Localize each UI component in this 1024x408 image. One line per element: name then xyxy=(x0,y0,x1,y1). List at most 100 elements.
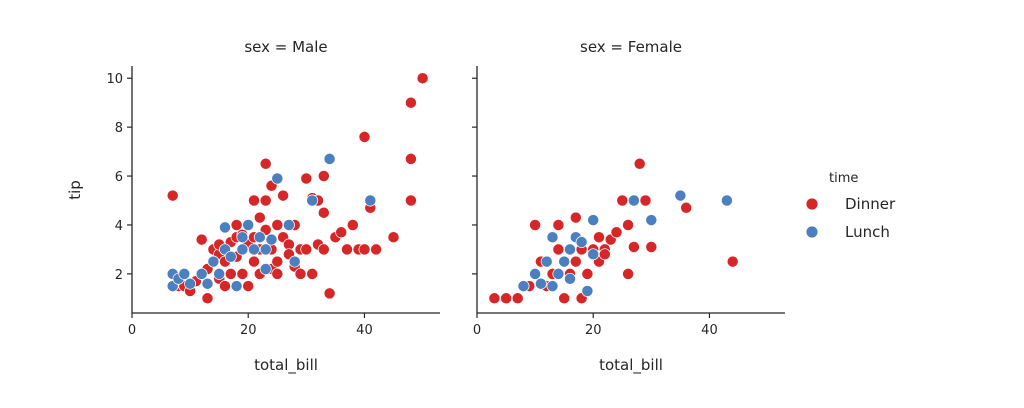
point-lunch xyxy=(259,263,272,275)
point-dinner xyxy=(370,243,383,256)
point-lunch xyxy=(587,214,600,227)
point-dinner xyxy=(416,72,429,85)
point-dinner xyxy=(219,280,231,293)
panel-title-male: sex = Male xyxy=(244,38,327,56)
x-tick-label: 0 xyxy=(473,323,481,338)
y-tick-label: 4 xyxy=(115,219,123,234)
point-lunch xyxy=(364,194,377,207)
points-female xyxy=(488,157,739,305)
legend: time Dinner Lunch xyxy=(805,171,896,241)
y-tick-label: 8 xyxy=(115,121,123,136)
point-dinner xyxy=(259,194,272,207)
point-lunch xyxy=(288,255,301,268)
x-tick-label: 0 xyxy=(128,323,136,338)
point-dinner xyxy=(404,194,417,207)
ylabel-tip: tip xyxy=(66,180,84,200)
point-lunch xyxy=(213,267,226,280)
point-lunch xyxy=(720,194,733,207)
point-dinner xyxy=(224,267,237,280)
point-dinner xyxy=(622,219,635,231)
point-lunch xyxy=(540,255,553,268)
point-dinner xyxy=(242,280,255,293)
ticks-male: 0 20 40 2 4 6 8 10 xyxy=(106,72,372,338)
point-lunch xyxy=(546,280,559,293)
point-dinner xyxy=(511,292,524,305)
point-dinner xyxy=(726,255,739,268)
point-lunch xyxy=(581,285,594,297)
point-lunch xyxy=(219,221,231,234)
point-dinner xyxy=(358,130,371,143)
point-dinner xyxy=(358,243,371,256)
point-lunch xyxy=(645,214,658,227)
point-dinner xyxy=(317,206,330,219)
point-lunch xyxy=(306,194,319,207)
legend-entry-lunch: Lunch xyxy=(805,223,890,241)
point-dinner xyxy=(500,292,513,305)
point-dinner xyxy=(404,96,417,109)
point-lunch xyxy=(236,231,249,244)
point-dinner xyxy=(300,243,313,256)
point-dinner xyxy=(195,233,208,246)
point-dinner xyxy=(166,189,179,202)
ticks-female: 0 20 40 xyxy=(472,77,718,338)
point-dinner xyxy=(346,219,359,231)
point-dinner xyxy=(593,231,605,244)
point-dinner xyxy=(306,267,319,280)
point-lunch xyxy=(236,243,249,256)
point-dinner xyxy=(622,267,635,280)
point-dinner xyxy=(639,194,652,207)
legend-title: time xyxy=(829,171,858,186)
point-dinner xyxy=(558,292,571,305)
legend-marker-dinner xyxy=(805,197,819,211)
point-lunch xyxy=(529,267,542,280)
point-lunch xyxy=(265,233,278,246)
point-dinner xyxy=(300,172,313,185)
points-male xyxy=(166,72,429,305)
x-tick-label: 40 xyxy=(356,323,373,338)
point-lunch xyxy=(259,243,272,256)
legend-entry-dinner: Dinner xyxy=(805,195,896,213)
point-lunch xyxy=(184,277,197,290)
point-dinner xyxy=(201,292,214,305)
point-lunch xyxy=(558,255,571,268)
point-dinner xyxy=(294,267,307,280)
xlabel-female: total_bill xyxy=(599,356,663,375)
point-lunch xyxy=(564,272,576,285)
point-lunch xyxy=(564,243,576,256)
point-lunch xyxy=(282,219,295,231)
y-tick-label: 10 xyxy=(106,72,123,87)
point-lunch xyxy=(224,250,237,263)
y-tick-label: 6 xyxy=(115,170,123,185)
point-dinner xyxy=(323,287,336,300)
point-dinner xyxy=(271,267,284,280)
x-tick-label: 40 xyxy=(701,323,718,338)
panel-female: sex = Female total_bill 0 20 40 xyxy=(472,38,785,375)
point-lunch xyxy=(517,280,530,293)
point-dinner xyxy=(680,201,693,214)
point-dinner xyxy=(271,219,284,231)
point-lunch xyxy=(248,243,260,256)
point-lunch xyxy=(201,277,214,290)
point-dinner xyxy=(569,255,582,268)
point-dinner xyxy=(627,241,640,253)
point-dinner xyxy=(248,255,260,268)
point-dinner xyxy=(341,243,353,256)
x-tick-label: 20 xyxy=(240,323,257,338)
point-lunch xyxy=(627,194,640,207)
point-dinner xyxy=(645,241,658,253)
xlabel-male: total_bill xyxy=(254,356,318,375)
point-lunch xyxy=(178,267,191,280)
point-dinner xyxy=(616,194,629,207)
point-lunch xyxy=(674,189,687,202)
point-dinner xyxy=(259,157,272,170)
point-dinner xyxy=(387,231,400,244)
point-lunch xyxy=(207,255,220,268)
point-dinner xyxy=(317,170,330,182)
point-dinner xyxy=(488,292,501,305)
point-lunch xyxy=(230,280,243,293)
legend-label-lunch: Lunch xyxy=(845,223,890,241)
panel-title-female: sex = Female xyxy=(580,38,682,56)
point-dinner xyxy=(569,211,582,224)
point-dinner xyxy=(633,157,646,170)
